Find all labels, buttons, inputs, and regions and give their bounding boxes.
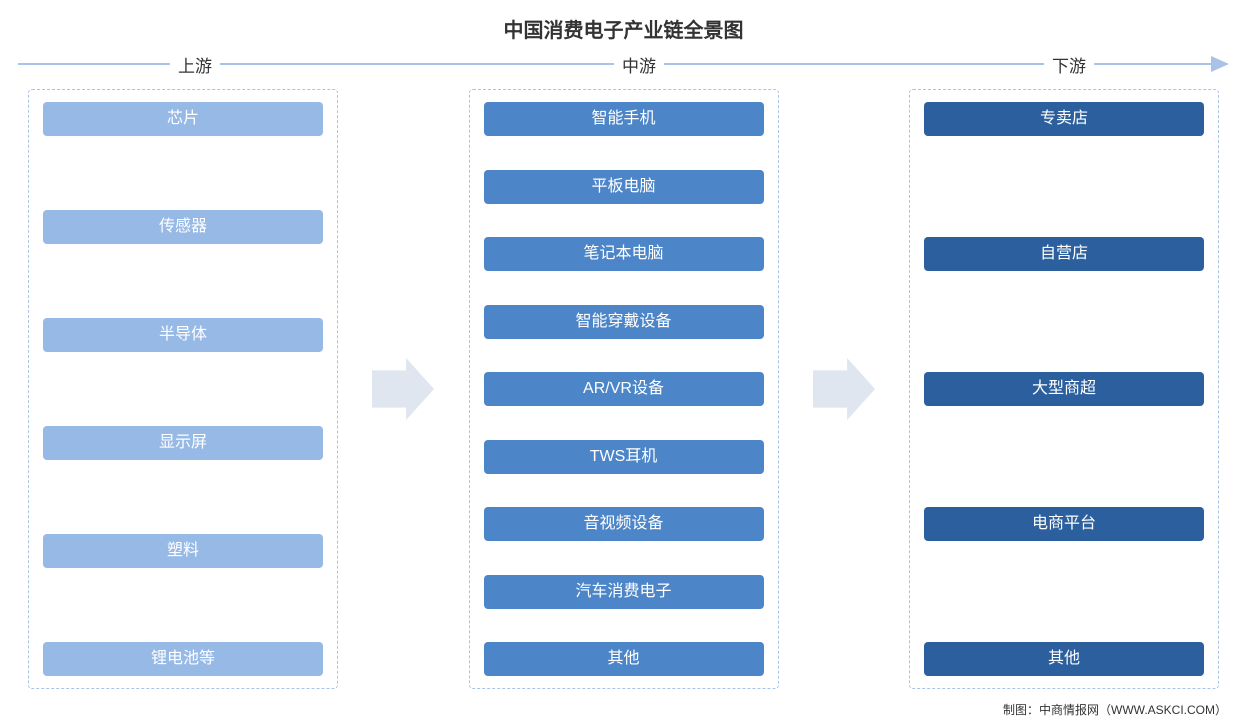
downstream-item: 自营店: [924, 237, 1204, 271]
downstream-item: 其他: [924, 642, 1204, 676]
midstream-item: 平板电脑: [484, 170, 764, 204]
upstream-item: 锂电池等: [43, 642, 323, 676]
upstream-item: 显示屏: [43, 426, 323, 460]
upstream-item: 塑料: [43, 534, 323, 568]
timeline-label-downstream: 下游: [1044, 52, 1094, 77]
upstream-item: 半导体: [43, 318, 323, 352]
downstream-item: 电商平台: [924, 507, 1204, 541]
midstream-item: 音视频设备: [484, 507, 764, 541]
flow-arrow-icon: [813, 89, 875, 689]
midstream-box: 智能手机平板电脑笔记本电脑智能穿戴设备 AR/VR设备 TWS耳机音视频设备汽车消费…: [469, 89, 779, 689]
timeline-label-upstream: 上游: [170, 52, 220, 77]
timeline-label-midstream: 中游: [614, 52, 664, 77]
timeline-arrow-icon: [1211, 56, 1229, 72]
upstream-item: 芯片: [43, 102, 323, 136]
midstream-item: AR/VR设备: [484, 372, 764, 406]
downstream-box: 专卖店自营店大型商超电商平台其他: [909, 89, 1219, 689]
diagram-title: 中国消费电子产业链全景图: [0, 0, 1247, 49]
midstream-item: 其他: [484, 642, 764, 676]
midstream-item: 笔记本电脑: [484, 237, 764, 271]
timeline: 上游 中游 下游: [18, 49, 1229, 79]
upstream-item: 传感器: [43, 210, 323, 244]
columns-container: 芯片传感器半导体显示屏塑料锂电池等 智能手机平板电脑笔记本电脑智能穿戴设备 AR/…: [0, 89, 1247, 689]
midstream-item: 智能手机: [484, 102, 764, 136]
credit-text: 制图：中商情报网（WWW.ASKCI.COM）: [1003, 701, 1227, 718]
midstream-item: TWS耳机: [484, 440, 764, 474]
midstream-item: 智能穿戴设备: [484, 305, 764, 339]
upstream-box: 芯片传感器半导体显示屏塑料锂电池等: [28, 89, 338, 689]
midstream-item: 汽车消费电子: [484, 575, 764, 609]
downstream-item: 大型商超: [924, 372, 1204, 406]
downstream-item: 专卖店: [924, 102, 1204, 136]
flow-arrow-icon: [372, 89, 434, 689]
